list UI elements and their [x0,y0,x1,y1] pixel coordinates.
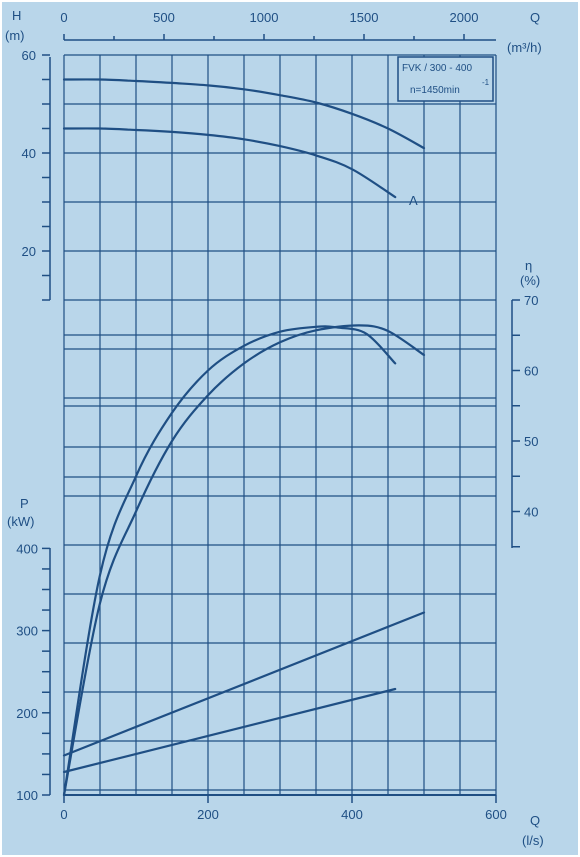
q-ls-tick-label: 600 [485,807,507,822]
power-tick-label: 300 [16,624,38,639]
power-axis-label: P [20,496,29,511]
head-tick-label: 20 [22,244,36,259]
q-m3h-axis-label: Q [530,10,540,25]
head-axis-label: H [12,8,21,23]
efficiency-axis-unit: (%) [520,273,540,288]
q-ls-axis-label: Q [530,813,540,828]
efficiency-curve-3 [62,324,426,797]
efficiency-tick-label: 60 [524,364,538,379]
head-curve-1 [62,127,397,199]
head-curve-0 [62,78,426,150]
speed-exponent: -1 [482,78,490,87]
q-m3h-tick-label: 2000 [450,10,479,25]
axes [42,34,520,803]
power-curve-4 [62,611,426,757]
q-m3h-tick-label: 0 [60,10,67,25]
power-tick-label: 100 [16,788,38,803]
q-ls-tick-label: 0 [60,807,67,822]
model-label: FVK / 300 - 400 [402,63,472,74]
head-tick-label: 40 [22,146,36,161]
power-tick-label: 200 [16,706,38,721]
efficiency-tick-label: 70 [524,293,538,308]
curves [62,78,426,797]
head-axis-unit: (m) [5,28,25,43]
speed-label: n=1450min [410,85,460,96]
q-ls-tick-label: 400 [341,807,363,822]
power-axis-unit: (kW) [7,514,34,529]
q-m3h-axis-unit: (m³/h) [507,40,542,55]
q-m3h-tick-label: 1000 [250,10,279,25]
efficiency-tick-label: 50 [524,434,538,449]
efficiency-axis-label: η [525,258,532,273]
model-label-box [397,56,494,102]
q-ls-axis-unit: (l/s) [522,833,544,848]
grid [63,54,497,795]
curve-label-a: A [409,193,418,208]
head-tick-label: 60 [22,48,36,63]
efficiency-tick-label: 40 [524,505,538,520]
power-tick-label: 400 [16,541,38,556]
q-m3h-tick-label: 500 [153,10,175,25]
q-ls-tick-label: 200 [197,807,219,822]
efficiency-curve-2 [62,325,397,797]
q-m3h-tick-label: 1500 [350,10,379,25]
tick-labels: 0 200 400 600 0 500 1000 1500 2000 20 40 60 40 50 60 70… [16,10,538,822]
power-curve-5 [62,687,397,774]
